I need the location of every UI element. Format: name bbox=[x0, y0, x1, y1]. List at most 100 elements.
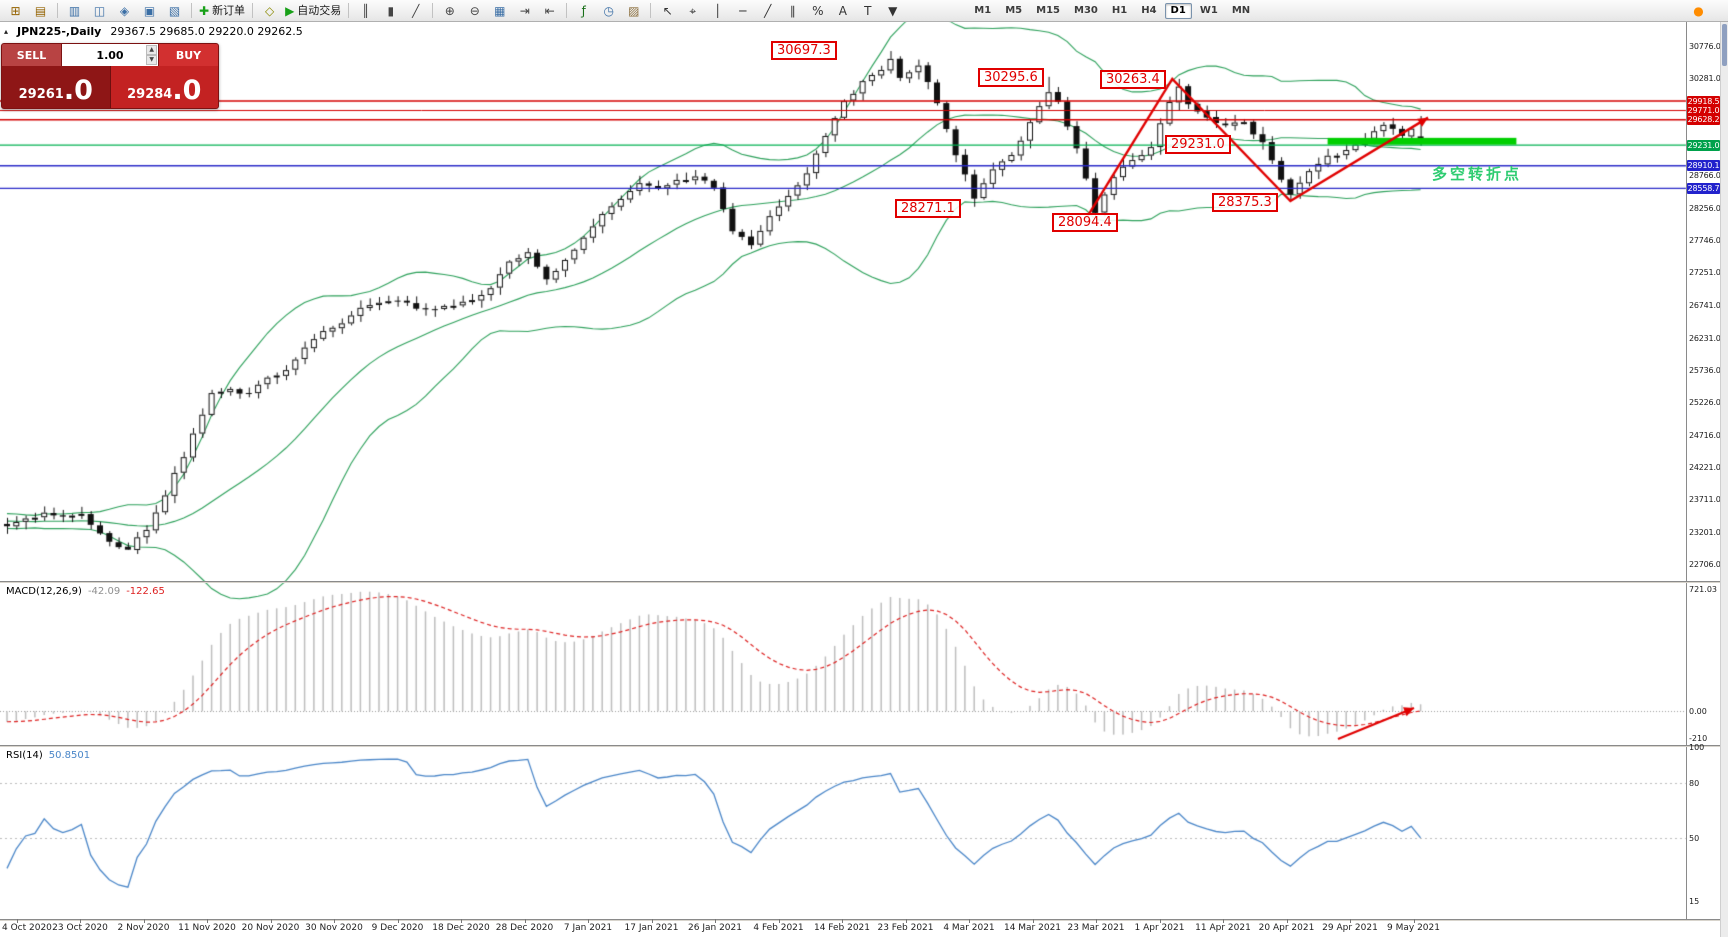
new-chart-icon[interactable]: ⊞ bbox=[3, 1, 28, 21]
community-icon[interactable]: ● bbox=[1686, 1, 1711, 21]
autotrading-button-icon: ▶ bbox=[285, 3, 295, 18]
horizontal-line-icon[interactable]: ─ bbox=[730, 1, 755, 21]
cursor-icon[interactable]: ↖ bbox=[655, 1, 680, 21]
fibonacci-icon-glyph: % bbox=[812, 3, 824, 18]
toolbar-separator bbox=[566, 3, 568, 18]
market-watch-icon-glyph: ▥ bbox=[68, 3, 81, 18]
timeframe-d1[interactable]: D1 bbox=[1164, 2, 1192, 19]
scrollbar-thumb[interactable] bbox=[1722, 24, 1727, 66]
vertical-line-icon[interactable]: │ bbox=[705, 1, 730, 21]
price-axis[interactable] bbox=[1687, 22, 1720, 919]
data-window-icon-glyph: ◫ bbox=[93, 3, 106, 18]
crosshair-icon[interactable]: ⌖ bbox=[680, 1, 705, 21]
fibonacci-icon[interactable]: % bbox=[805, 1, 830, 21]
sell-price-big: .0 bbox=[63, 75, 93, 107]
time-axis-border bbox=[0, 919, 1728, 921]
sell-price-small: 29261 bbox=[18, 87, 64, 102]
time-axis[interactable] bbox=[0, 921, 1686, 937]
zoom-in-icon-glyph: ⊕ bbox=[444, 3, 455, 18]
timeframe-h1[interactable]: H1 bbox=[1111, 4, 1128, 16]
macd-panel-splitter[interactable] bbox=[0, 581, 1728, 583]
data-window-icon[interactable]: ◫ bbox=[87, 1, 112, 21]
candlestick-chart-icon[interactable]: ▮ bbox=[378, 1, 403, 21]
market-watch-icon[interactable]: ▥ bbox=[62, 1, 87, 21]
timeframe-m5[interactable]: M5 bbox=[1005, 4, 1023, 16]
macd-name: MACD(12,26,9) bbox=[6, 586, 82, 597]
toolbar-separator bbox=[650, 3, 652, 18]
volume-input[interactable]: 1.00 ▲ ▼ bbox=[62, 44, 158, 66]
rsi-panel-splitter[interactable] bbox=[0, 745, 1728, 747]
line-chart-icon[interactable]: ╱ bbox=[403, 1, 428, 21]
symbol-period-label: JPN225-,Daily bbox=[17, 25, 102, 38]
toolbar: ⊞ ▤ ▥ ◫ ◈ ▣ ▧ ✚ 新订单 ◇ ▶ 自动交易 ║ ▮ ╱ ⊕ ⊖ ▦ ⇥ ⇤ ƒ ◷ ▨ ↖ ⌖ │ ─ ╱ ∥% A T ▼ M1… bbox=[0, 0, 1728, 22]
new-chart-icon-glyph: ⊞ bbox=[10, 3, 21, 18]
strategy-tester-icon[interactable]: ▧ bbox=[162, 1, 187, 21]
tile-windows-icon[interactable]: ▦ bbox=[487, 1, 512, 21]
volume-value: 1.00 bbox=[96, 48, 124, 62]
zoom-out-icon[interactable]: ⊖ bbox=[462, 1, 487, 21]
chart-profiles-icon[interactable]: ▤ bbox=[28, 1, 53, 21]
timeframe-m30[interactable]: M30 bbox=[1074, 4, 1098, 16]
timeframe-mn[interactable]: MN bbox=[1231, 4, 1251, 16]
autotrading-button[interactable]: ▶ 自动交易 bbox=[282, 1, 344, 21]
periods-icon-glyph: ◷ bbox=[603, 3, 615, 18]
trendline-icon[interactable]: ╱ bbox=[755, 1, 780, 21]
vertical-line-icon-glyph: │ bbox=[714, 3, 722, 18]
chart-collapse-icon[interactable]: ▴ bbox=[4, 27, 9, 36]
channel-icon[interactable]: ∥ bbox=[780, 1, 805, 21]
vertical-scrollbar[interactable] bbox=[1720, 22, 1728, 937]
metaeditor-icon[interactable]: ◇ bbox=[257, 1, 282, 21]
periods-icon[interactable]: ◷ bbox=[596, 1, 621, 21]
toolbar-separator bbox=[348, 3, 350, 18]
rsi-name: RSI(14) bbox=[6, 750, 43, 761]
crosshair-icon-glyph: ⌖ bbox=[689, 3, 697, 18]
zoom-in-icon[interactable]: ⊕ bbox=[437, 1, 462, 21]
toolbar-separator bbox=[57, 3, 58, 18]
macd-indicator-label: MACD(12,26,9) -42.09 -122.65 bbox=[6, 586, 165, 597]
timeframe-m1[interactable]: M1 bbox=[974, 4, 992, 16]
new-order-button-icon: ✚ bbox=[199, 3, 210, 18]
new-order-button[interactable]: ✚ 新订单 bbox=[196, 1, 248, 21]
candlestick-chart-icon-glyph: ▮ bbox=[387, 3, 395, 18]
timeframe-h4[interactable]: H4 bbox=[1141, 4, 1157, 16]
cursor-icon-glyph: ↖ bbox=[662, 3, 673, 18]
macd-main-value: -42.09 bbox=[87, 586, 121, 597]
navigator-icon-glyph: ◈ bbox=[119, 3, 130, 18]
label-icon[interactable]: T bbox=[855, 1, 880, 21]
text-icon[interactable]: A bbox=[830, 1, 855, 21]
terminal-icon[interactable]: ▣ bbox=[137, 1, 162, 21]
indicators-icon[interactable]: ƒ bbox=[571, 1, 596, 21]
one-click-trading-panel: SELL 1.00 ▲ ▼ BUY 29261.0 29284.0 bbox=[1, 43, 219, 109]
channel-icon-glyph: ∥ bbox=[789, 3, 796, 18]
auto-scroll-icon-glyph: ⇥ bbox=[519, 3, 530, 18]
buy-button[interactable]: BUY bbox=[158, 44, 218, 66]
auto-scroll-icon[interactable]: ⇥ bbox=[512, 1, 537, 21]
volume-decrease-button[interactable]: ▼ bbox=[146, 55, 157, 65]
volume-increase-button[interactable]: ▲ bbox=[146, 45, 157, 55]
bar-chart-icon-glyph: ║ bbox=[362, 3, 370, 18]
trendline-icon-glyph: ╱ bbox=[764, 3, 772, 18]
timeframe-m15[interactable]: M15 bbox=[1036, 4, 1061, 16]
chart-shift-icon-glyph: ⇤ bbox=[544, 3, 555, 18]
sell-button[interactable]: SELL bbox=[2, 44, 62, 66]
toolbar-separator bbox=[191, 3, 192, 18]
sell-price-button[interactable]: 29261.0 bbox=[2, 66, 111, 108]
zoom-out-icon-glyph: ⊖ bbox=[469, 3, 480, 18]
turning-point-annotation: 多空转折点 bbox=[1432, 165, 1523, 183]
navigator-icon[interactable]: ◈ bbox=[112, 1, 137, 21]
chart-shift-icon[interactable]: ⇤ bbox=[537, 1, 562, 21]
buy-price-big: .0 bbox=[172, 75, 202, 107]
bar-chart-icon[interactable]: ║ bbox=[353, 1, 378, 21]
buy-price-button[interactable]: 29284.0 bbox=[110, 66, 218, 108]
terminal-icon-glyph: ▣ bbox=[143, 3, 156, 18]
chart-profiles-icon-glyph: ▤ bbox=[34, 3, 47, 18]
arrows-icon[interactable]: ▼ bbox=[880, 1, 905, 21]
timeframe-w1[interactable]: W1 bbox=[1199, 4, 1218, 16]
horizontal-line-icon-glyph: ─ bbox=[739, 3, 747, 18]
line-chart-icon-glyph: ╱ bbox=[412, 3, 420, 18]
templates-icon[interactable]: ▨ bbox=[621, 1, 646, 21]
label-icon-glyph: T bbox=[864, 3, 872, 18]
tile-windows-icon-glyph: ▦ bbox=[494, 3, 506, 18]
